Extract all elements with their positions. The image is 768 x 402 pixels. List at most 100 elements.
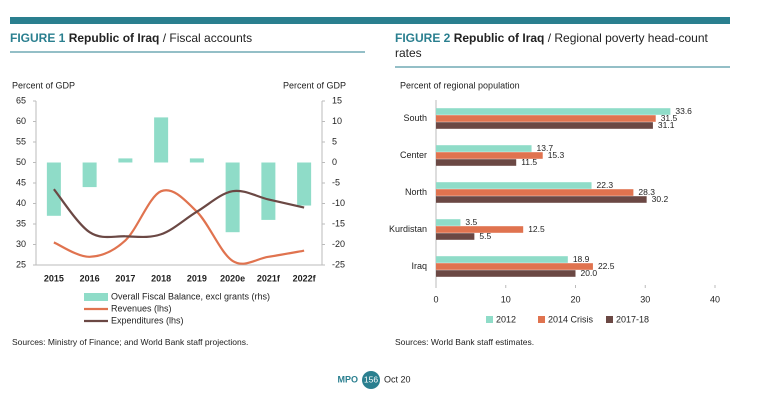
- x-tick-label: 30: [640, 294, 650, 304]
- y2-tick-label: -20: [332, 239, 345, 249]
- y-tick-label: 35: [16, 218, 26, 228]
- y-tick-label: 40: [16, 198, 26, 208]
- x-tick-label: 2021f: [257, 273, 281, 283]
- axis-title: Percent of regional population: [400, 80, 520, 90]
- value-label: 20.0: [581, 268, 598, 278]
- bar: [261, 162, 276, 220]
- bar: [436, 270, 576, 277]
- y-tick-label: 55: [16, 136, 26, 146]
- page-number: 156: [364, 374, 378, 384]
- y-tick-label: North: [405, 187, 427, 197]
- x-tick-label: 2016: [80, 273, 100, 283]
- legend-swatch: [606, 316, 613, 323]
- x-tick-label: 2015: [44, 273, 64, 283]
- x-tick-label: 2019: [187, 273, 207, 283]
- legend-label: Revenues (lhs): [111, 303, 172, 313]
- y2-tick-label: -25: [332, 259, 345, 269]
- date: Oct 20: [384, 374, 411, 384]
- legend-swatch: [538, 316, 545, 323]
- y2-tick-label: 5: [332, 136, 337, 146]
- legend-label: Overall Fiscal Balance, excl grants (rhs…: [111, 291, 270, 301]
- bar: [436, 233, 475, 240]
- bar: [436, 196, 647, 203]
- x-tick-label: 0: [433, 294, 438, 304]
- value-label: 22.3: [597, 180, 614, 190]
- bar: [82, 162, 97, 188]
- figure-subtitle: / Regional poverty head-count rates: [395, 31, 708, 60]
- y-tick-label: Kurdistan: [389, 224, 427, 234]
- value-label: 13.7: [537, 143, 554, 153]
- y2-tick-label: -5: [332, 177, 340, 187]
- bar: [436, 256, 568, 263]
- bar: [436, 226, 524, 233]
- x-tick-label: 2018: [151, 273, 171, 283]
- top-band: [10, 17, 730, 24]
- legend-label: Expenditures (lhs): [111, 315, 184, 325]
- source: Sources: World Bank staff estimates.: [395, 337, 535, 347]
- y-tick-label: 45: [16, 177, 26, 187]
- value-label: 28.3: [638, 187, 655, 197]
- value-label: 31.5: [661, 113, 678, 123]
- legend-label: 2017-18: [616, 314, 649, 324]
- y-tick-label: 65: [16, 95, 26, 105]
- y2-tick-label: -15: [332, 218, 345, 228]
- y2-tick-label: 10: [332, 116, 342, 126]
- line: [53, 189, 305, 265]
- bar: [436, 263, 593, 270]
- value-label: 3.5: [465, 217, 477, 227]
- line: [53, 188, 305, 239]
- figure-heading: FIGURE 1 Republic of Iraq / Fiscal accou…: [10, 31, 365, 46]
- value-label: 31.1: [658, 120, 675, 130]
- y-tick-label: Iraq: [411, 261, 427, 271]
- value-label: 5.5: [479, 231, 491, 241]
- y-tick-label: 30: [16, 239, 26, 249]
- bar: [297, 162, 312, 206]
- legend-label: 2012: [496, 314, 516, 324]
- bar: [436, 108, 671, 115]
- figure-title: Republic of Iraq: [68, 31, 160, 45]
- value-label: 22.5: [598, 261, 615, 271]
- y2-tick-label: 15: [332, 95, 342, 105]
- x-tick-label: 20: [570, 294, 580, 304]
- figure-subtitle: / Fiscal accounts: [162, 31, 253, 45]
- legend-swatch: [486, 316, 493, 323]
- figure-heading: FIGURE 2 Republic of Iraq / Regional pov…: [395, 31, 730, 61]
- y2-tick-label: 0: [332, 157, 337, 167]
- legend-label: 2014 Crisis: [548, 314, 594, 324]
- x-tick-label: 2020e: [220, 273, 245, 283]
- bar: [436, 219, 461, 226]
- figure-label: FIGURE 2: [395, 31, 451, 45]
- bar: [436, 159, 517, 166]
- bar: [436, 115, 656, 122]
- legend-swatch: [84, 293, 108, 301]
- bar: [225, 162, 240, 233]
- axis-title: Percent of GDP: [12, 80, 75, 90]
- value-label: 12.5: [528, 224, 545, 234]
- figure-title: Republic of Iraq: [453, 31, 545, 45]
- value-label: 15.3: [548, 150, 565, 160]
- bar: [436, 189, 634, 196]
- bar: [436, 152, 543, 159]
- y-tick-label: 50: [16, 157, 26, 167]
- value-label: 30.2: [652, 194, 669, 204]
- value-label: 11.5: [521, 157, 537, 167]
- y2-tick-label: -10: [332, 198, 345, 208]
- bar: [154, 117, 169, 163]
- x-tick-label: 2017: [115, 273, 135, 283]
- x-tick-label: 10: [501, 294, 511, 304]
- figure-label: FIGURE 1: [10, 31, 66, 45]
- x-tick-label: 2022f: [293, 273, 317, 283]
- y-tick-label: Center: [400, 150, 427, 160]
- source: Sources: Ministry of Finance; and World …: [12, 337, 249, 347]
- y-tick-label: South: [403, 113, 427, 123]
- bar: [189, 158, 204, 163]
- axis-title: Percent of GDP: [283, 80, 346, 90]
- y-tick-label: 60: [16, 116, 26, 126]
- y-tick-label: 25: [16, 259, 26, 269]
- bar: [436, 182, 592, 189]
- value-label: 18.9: [573, 254, 590, 264]
- bar: [118, 158, 133, 163]
- value-label: 33.6: [675, 106, 692, 116]
